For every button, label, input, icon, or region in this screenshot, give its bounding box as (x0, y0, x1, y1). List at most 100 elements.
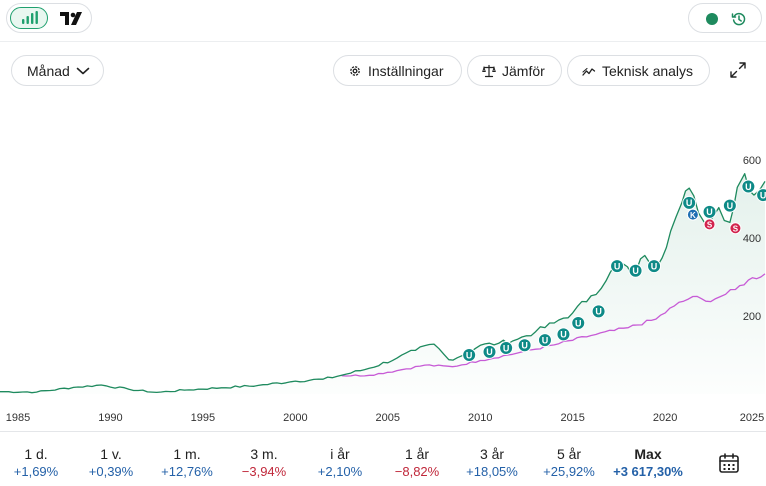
y-tick-label: 200 (743, 311, 761, 323)
performance-period-label: Max (634, 446, 662, 462)
event-marker-k[interactable]: K (686, 208, 699, 221)
performance-period-label: i år (330, 446, 350, 462)
performance-change-value: +18,05% (466, 464, 518, 479)
event-marker-u[interactable]: U (462, 348, 477, 362)
performance-change-value: −3,94% (241, 464, 287, 479)
event-marker-u[interactable]: U (628, 263, 643, 278)
live-status-dot (706, 13, 718, 25)
chart-type-button[interactable] (10, 7, 48, 29)
event-marker-u[interactable]: U (682, 195, 697, 210)
bar-chart-icon (22, 11, 38, 24)
event-marker-s[interactable]: S (729, 222, 742, 235)
compare-button[interactable]: Jämför (467, 55, 562, 86)
event-marker-label: U (745, 182, 752, 192)
performance-item[interactable]: 3 m. −3,94% (228, 446, 300, 480)
event-marker-u[interactable]: U (537, 333, 552, 348)
performance-item[interactable]: 1 år −8,82% (381, 446, 453, 480)
performance-change-value: +25,92% (543, 464, 595, 479)
technical-analysis-label: Teknisk analys (602, 62, 694, 79)
event-marker-s[interactable]: S (703, 218, 716, 231)
event-marker-label: U (521, 341, 528, 351)
calendar-icon[interactable] (718, 452, 740, 474)
event-marker-u[interactable]: U (647, 259, 662, 274)
event-marker-label: U (486, 347, 493, 357)
x-tick-label: 2015 (560, 412, 585, 424)
performance-item[interactable]: i år +2,10% (304, 446, 376, 480)
performance-item[interactable]: 1 m. +12,76% (151, 446, 223, 480)
performance-period-label: 1 m. (173, 446, 201, 462)
event-marker-u[interactable]: U (722, 198, 737, 213)
performance-period-label: 3 år (479, 446, 505, 462)
tradingview-logo[interactable] (59, 11, 85, 27)
event-marker-label: U (560, 330, 567, 340)
performance-item[interactable]: 1 d. +1,69% (0, 446, 72, 480)
period-dropdown[interactable]: Månad (11, 55, 104, 86)
performance-period-label: 3 m. (250, 446, 278, 462)
performance-change-value: +2,10% (317, 464, 363, 479)
performance-change-value: +1,69% (13, 464, 59, 479)
performance-period-label: 1 v. (100, 446, 122, 462)
top-bar (0, 0, 766, 42)
x-tick-label: 1990 (98, 412, 123, 424)
event-marker-label: U (727, 201, 734, 211)
event-marker-u[interactable]: U (702, 204, 717, 219)
performance-period-label: 5 år (556, 446, 582, 462)
event-marker-u[interactable]: U (571, 316, 586, 331)
x-tick-label: 1985 (5, 412, 31, 424)
event-marker-label: U (760, 190, 766, 200)
event-marker-label: U (575, 318, 582, 328)
performance-change-value: +12,76% (161, 464, 213, 479)
event-marker-label: K (690, 211, 696, 220)
event-marker-label: U (614, 261, 621, 271)
x-tick-label: 2020 (652, 412, 678, 424)
event-marker-label: S (733, 225, 739, 234)
event-marker-label: S (707, 221, 713, 230)
event-marker-label: U (542, 335, 549, 345)
x-tick-label: 2025 (739, 412, 765, 424)
y-tick-label: 600 (743, 155, 761, 167)
event-marker-u[interactable]: U (499, 340, 514, 355)
performance-item[interactable]: 5 år +25,92% (533, 446, 605, 480)
x-tick-label: 1995 (190, 412, 216, 424)
performance-item[interactable]: 1 v. +0,39% (75, 446, 147, 480)
x-axis: 1985 1990 1995 2000 2005 2010 2015 2020 2025 (0, 410, 766, 430)
event-marker-u[interactable]: U (610, 259, 625, 274)
live-group (688, 3, 762, 33)
x-tick-label: 2000 (283, 412, 308, 424)
performance-period-label: 1 år (404, 446, 430, 462)
chart-type-group (6, 3, 92, 33)
gear-icon (350, 65, 360, 76)
performance-item[interactable]: Max +3 617,30% (612, 446, 684, 480)
y-tick-label: 400 (743, 233, 761, 245)
event-marker-u[interactable]: U (517, 338, 532, 353)
expand-icon[interactable] (729, 61, 747, 79)
performance-change-value: +0,39% (88, 464, 134, 479)
comparison-line (341, 273, 766, 377)
event-marker-label: U (466, 350, 473, 360)
history-icon[interactable] (731, 11, 747, 27)
settings-label: Inställningar (368, 62, 444, 79)
event-marker-label: U (632, 266, 639, 276)
price-area (0, 173, 765, 394)
scale-icon (482, 64, 496, 77)
event-marker-u[interactable]: U (556, 327, 571, 342)
performance-bar: 1 d. +1,69% 1 v. +0,39% 1 m. +12,76% 3 m. −3,94… (0, 431, 766, 486)
technical-analysis-button[interactable]: Teknisk analys (567, 55, 710, 86)
chevron-down-icon (76, 67, 90, 74)
event-marker-label: U (686, 198, 693, 208)
event-marker-u[interactable]: U (756, 188, 766, 203)
settings-button[interactable]: Inställningar (333, 55, 462, 86)
period-label: Månad (27, 62, 70, 79)
performance-change-value: −8,82% (394, 464, 440, 479)
event-marker-label: U (503, 343, 510, 353)
performance-item[interactable]: 3 år +18,05% (456, 446, 528, 480)
event-marker-label: U (595, 307, 602, 317)
performance-change-value: +3 617,30% (613, 464, 683, 479)
event-marker-u[interactable]: U (741, 179, 756, 194)
event-marker-u[interactable]: U (591, 304, 606, 319)
event-marker-u[interactable]: U (482, 344, 497, 359)
event-marker-label: U (706, 207, 713, 217)
event-marker-label: U (651, 261, 658, 271)
x-tick-label: 2005 (375, 412, 401, 424)
